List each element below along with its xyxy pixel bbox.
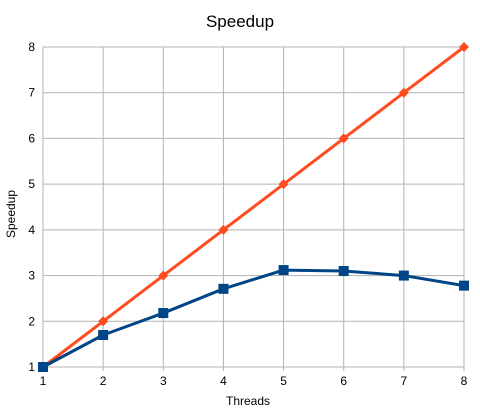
y-tick-label: 1: [28, 360, 35, 374]
series-line: [41, 45, 466, 369]
data-point-diamond: [278, 179, 289, 190]
y-tick-label: 6: [28, 131, 35, 145]
y-tick-label: 2: [28, 314, 35, 328]
data-point-square: [338, 266, 349, 276]
series-line: [41, 268, 466, 369]
data-point-square: [38, 362, 48, 372]
data-point-diamond: [158, 270, 169, 281]
x-axis-label: Threads: [226, 394, 270, 408]
plot-area-frame: [42, 46, 465, 368]
y-tick-label: 3: [28, 269, 35, 283]
x-tick-label: 1: [40, 374, 47, 388]
data-point-square: [459, 280, 469, 291]
series-2: [38, 265, 469, 372]
data-point-square: [278, 265, 289, 276]
data-point-diamond: [218, 224, 229, 235]
data-point-square: [98, 330, 109, 340]
data-point-square: [158, 308, 169, 319]
data-point-diamond: [98, 316, 109, 327]
y-tick-label: 7: [28, 86, 35, 100]
data-point-diamond: [398, 87, 409, 98]
x-tick-label: 5: [280, 374, 287, 388]
x-tick-label: 7: [401, 374, 408, 388]
x-tick-label: 6: [340, 374, 347, 388]
series-group: [38, 42, 469, 372]
x-tick-label: 4: [220, 374, 227, 388]
x-tick-label: 8: [461, 374, 468, 388]
data-point-diamond: [338, 133, 349, 144]
y-axis-label: Speedup: [4, 190, 18, 238]
tick-labels: 1 2 3 4 5 6 7 8 1 2 3 4 5 6 7 8: [28, 40, 467, 388]
y-tick-label: 8: [28, 40, 35, 54]
data-point-square: [218, 283, 229, 294]
chart-title: Speedup: [206, 12, 274, 31]
y-tick-label: 4: [28, 223, 35, 237]
y-tick-label: 5: [28, 177, 35, 191]
data-point-diamond: [459, 42, 469, 52]
x-tick-label: 3: [160, 374, 167, 388]
x-tick-label: 2: [100, 374, 107, 388]
series-1: [38, 42, 469, 372]
data-point-square: [398, 270, 409, 281]
